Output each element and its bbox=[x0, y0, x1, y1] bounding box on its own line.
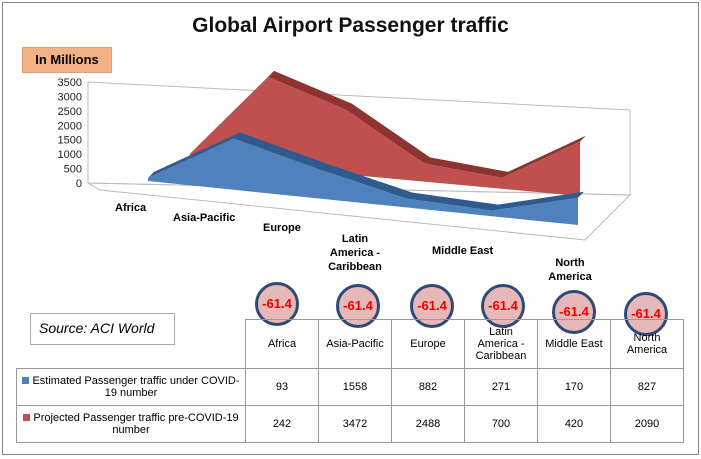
table-corner bbox=[17, 320, 246, 369]
gridline bbox=[88, 37, 630, 82]
y-tick-label: 1500 bbox=[58, 135, 82, 147]
table-row: Projected Passenger traffic pre-COVID-19… bbox=[16, 405, 684, 443]
table-header: Asia-Pacific bbox=[318, 319, 392, 369]
y-tick-label: 3000 bbox=[58, 91, 82, 103]
table-cell: 3472 bbox=[318, 405, 392, 443]
table-row: Estimated Passenger traffic under COVID-… bbox=[16, 368, 684, 406]
data-table: Africa Asia-Pacific Europe Latin America… bbox=[16, 319, 684, 443]
y-tick-label: 2500 bbox=[58, 106, 82, 118]
y-tick-label: 3500 bbox=[58, 77, 82, 89]
y-tick-label: 1000 bbox=[58, 149, 82, 161]
table-cell: 420 bbox=[537, 405, 611, 443]
source-note: Source: ACI World bbox=[30, 313, 175, 345]
category-label: Asia-Pacific bbox=[173, 212, 236, 224]
unit-label: In Millions bbox=[22, 47, 112, 73]
series-0-area bbox=[148, 138, 578, 225]
table-cell: 2488 bbox=[391, 405, 465, 443]
y-tick-label: 0 bbox=[76, 178, 82, 190]
category-label: Latin America - Caribbean bbox=[328, 233, 382, 273]
chart-title: Global Airport Passenger traffic bbox=[192, 14, 509, 37]
floor bbox=[86, 182, 632, 241]
table-header: Middle East bbox=[537, 319, 611, 369]
category-label: Middle East bbox=[432, 245, 494, 257]
change-badge: -61.4 bbox=[255, 282, 299, 326]
legend-label: Projected Passenger traffic pre-COVID-19… bbox=[33, 412, 239, 436]
table-header: Latin America - Caribbean bbox=[464, 319, 538, 369]
category-label: Europe bbox=[263, 222, 301, 234]
category-label: Africa bbox=[115, 202, 147, 214]
series-0-top-edge bbox=[148, 132, 584, 211]
legend-swatch-red bbox=[23, 414, 31, 421]
table-cell: 93 bbox=[245, 368, 319, 406]
table-cell: 170 bbox=[537, 368, 611, 406]
table-cell: 2090 bbox=[610, 405, 684, 443]
table-cell: 827 bbox=[610, 368, 684, 406]
y-tick-label: 2000 bbox=[58, 120, 82, 132]
legend-swatch-blue bbox=[22, 377, 30, 384]
y-tick-label: 500 bbox=[64, 164, 82, 176]
table-cell: 242 bbox=[245, 405, 319, 443]
table-cell: 271 bbox=[464, 368, 538, 406]
table-header: Europe bbox=[391, 319, 465, 369]
table-header: Africa bbox=[245, 319, 319, 369]
table-cell: 1558 bbox=[318, 368, 392, 406]
table-cell: 882 bbox=[391, 368, 465, 406]
gridline bbox=[88, 60, 630, 97]
table-cell: 700 bbox=[464, 405, 538, 443]
category-label: North America bbox=[548, 257, 592, 283]
legend-label: Estimated Passenger traffic under COVID-… bbox=[32, 375, 240, 399]
table-header: North America bbox=[610, 319, 684, 369]
